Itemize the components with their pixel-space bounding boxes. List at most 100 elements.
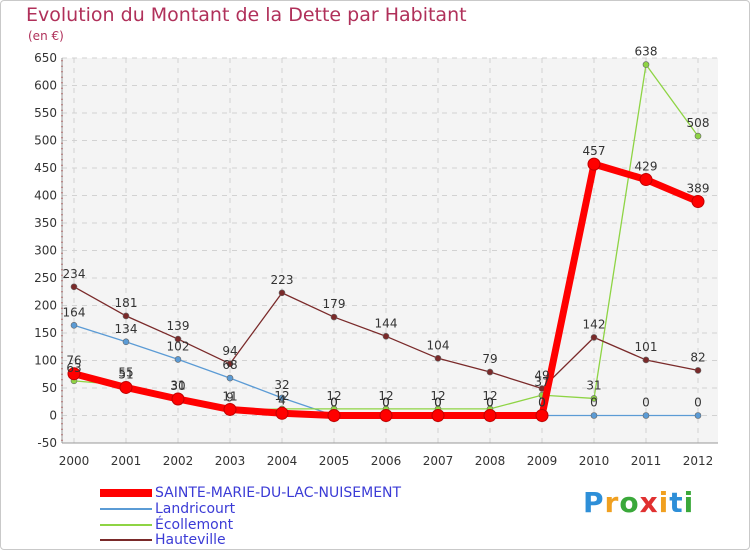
legend-label-sainte-marie: SAINTE-MARIE-DU-LAC-NUISEMENT xyxy=(155,485,402,501)
data-point xyxy=(379,409,393,422)
x-tick-label: 2010 xyxy=(579,454,610,468)
data-label: 223 xyxy=(271,273,294,287)
data-label: 164 xyxy=(63,305,86,319)
x-tick-label: 2012 xyxy=(683,454,714,468)
data-label: 144 xyxy=(375,316,398,330)
data-point xyxy=(694,367,702,374)
data-point xyxy=(590,395,598,402)
data-label: 0 xyxy=(538,396,546,410)
data-label: 4 xyxy=(278,393,286,407)
data-label: 32 xyxy=(274,378,289,392)
data-label: 0 xyxy=(434,396,442,410)
data-label: 139 xyxy=(167,319,190,333)
data-label: 0 xyxy=(330,396,338,410)
x-tick-label: 2007 xyxy=(423,454,454,468)
chart-title: Evolution du Montant de la Dette par Hab… xyxy=(26,4,467,26)
data-label: 508 xyxy=(687,116,710,130)
data-label: 30 xyxy=(170,379,185,393)
data-point xyxy=(226,374,234,382)
data-label: 134 xyxy=(115,322,138,336)
x-tick-label: 2006 xyxy=(371,454,402,468)
data-point xyxy=(483,409,497,422)
data-label: 179 xyxy=(323,297,346,311)
data-label: 0 xyxy=(538,396,546,410)
data-label: 9 xyxy=(226,391,234,405)
data-label: 12 xyxy=(326,389,341,403)
y-tick-label: -50 xyxy=(37,436,57,450)
data-point xyxy=(171,392,185,406)
data-point xyxy=(174,356,182,363)
data-point xyxy=(70,283,78,291)
logo-letter: o xyxy=(619,486,640,519)
data-label: 457 xyxy=(583,144,606,158)
y-tick-label: 250 xyxy=(34,271,57,285)
data-label: 31 xyxy=(586,378,601,392)
legend-label-ecollemont: Écollemont xyxy=(155,517,234,533)
data-point xyxy=(694,412,702,419)
logo-letter: x xyxy=(639,486,659,519)
data-label: 82 xyxy=(690,350,705,364)
data-label: 0 xyxy=(694,396,702,410)
data-label: 12 xyxy=(378,389,393,403)
logo-letter: P xyxy=(583,486,605,519)
data-point xyxy=(694,132,702,140)
data-label: 104 xyxy=(427,338,450,352)
data-label: 142 xyxy=(583,317,606,331)
data-point xyxy=(327,409,341,422)
data-point xyxy=(278,289,286,297)
data-point xyxy=(223,402,237,416)
data-label: 12 xyxy=(482,389,497,403)
y-tick-label: 500 xyxy=(34,134,57,148)
data-label: 12 xyxy=(430,389,445,403)
logo-letter: i xyxy=(658,486,670,519)
legend-swatch-ecollemont xyxy=(100,524,152,526)
data-label: 0 xyxy=(486,396,494,410)
data-point xyxy=(119,380,133,394)
y-tick-label: 650 xyxy=(34,51,57,65)
data-label: 51 xyxy=(118,367,133,381)
y-tick-label: 100 xyxy=(34,354,57,368)
data-point xyxy=(434,354,442,362)
data-label: 0 xyxy=(434,396,442,410)
data-point xyxy=(122,338,130,346)
x-tick-label: 2000 xyxy=(59,454,90,468)
data-label: 0 xyxy=(642,396,650,410)
data-point xyxy=(67,367,81,381)
data-label: 0 xyxy=(486,396,494,410)
data-label: 102 xyxy=(167,339,190,353)
legend-swatch-landricourt xyxy=(100,508,152,510)
legend-swatch-hauteville xyxy=(100,539,152,541)
data-point xyxy=(330,313,338,321)
data-label: 181 xyxy=(115,296,138,310)
data-point xyxy=(642,61,650,68)
data-point xyxy=(535,409,549,422)
data-label: 0 xyxy=(382,396,390,410)
data-point xyxy=(122,312,130,320)
y-tick-label: 0 xyxy=(49,409,57,423)
plot-area xyxy=(62,58,718,443)
data-point xyxy=(590,412,598,419)
data-point xyxy=(642,356,650,364)
logo-letter: i xyxy=(683,486,695,519)
y-tick-label: 400 xyxy=(34,189,57,203)
data-label: 429 xyxy=(635,160,658,174)
data-label: 638 xyxy=(635,45,658,59)
data-point xyxy=(174,335,182,343)
x-tick-label: 2003 xyxy=(215,454,246,468)
data-label: 12 xyxy=(274,389,289,403)
data-label: 101 xyxy=(635,340,658,354)
data-point xyxy=(691,195,705,209)
data-point xyxy=(590,334,598,341)
data-point xyxy=(226,360,234,368)
y-tick-label: 350 xyxy=(34,216,57,230)
data-label: 31 xyxy=(170,378,185,392)
chart-subtitle: (en €) xyxy=(28,29,64,43)
proxiti-logo: Proxiti xyxy=(583,486,694,519)
legend-swatch-sainte-marie xyxy=(100,489,152,497)
data-label: 0 xyxy=(330,396,338,410)
data-point xyxy=(486,368,494,376)
data-label: 68 xyxy=(222,358,237,372)
y-tick-label: 550 xyxy=(34,106,57,120)
data-label: 11 xyxy=(222,389,237,403)
data-point xyxy=(587,157,601,171)
